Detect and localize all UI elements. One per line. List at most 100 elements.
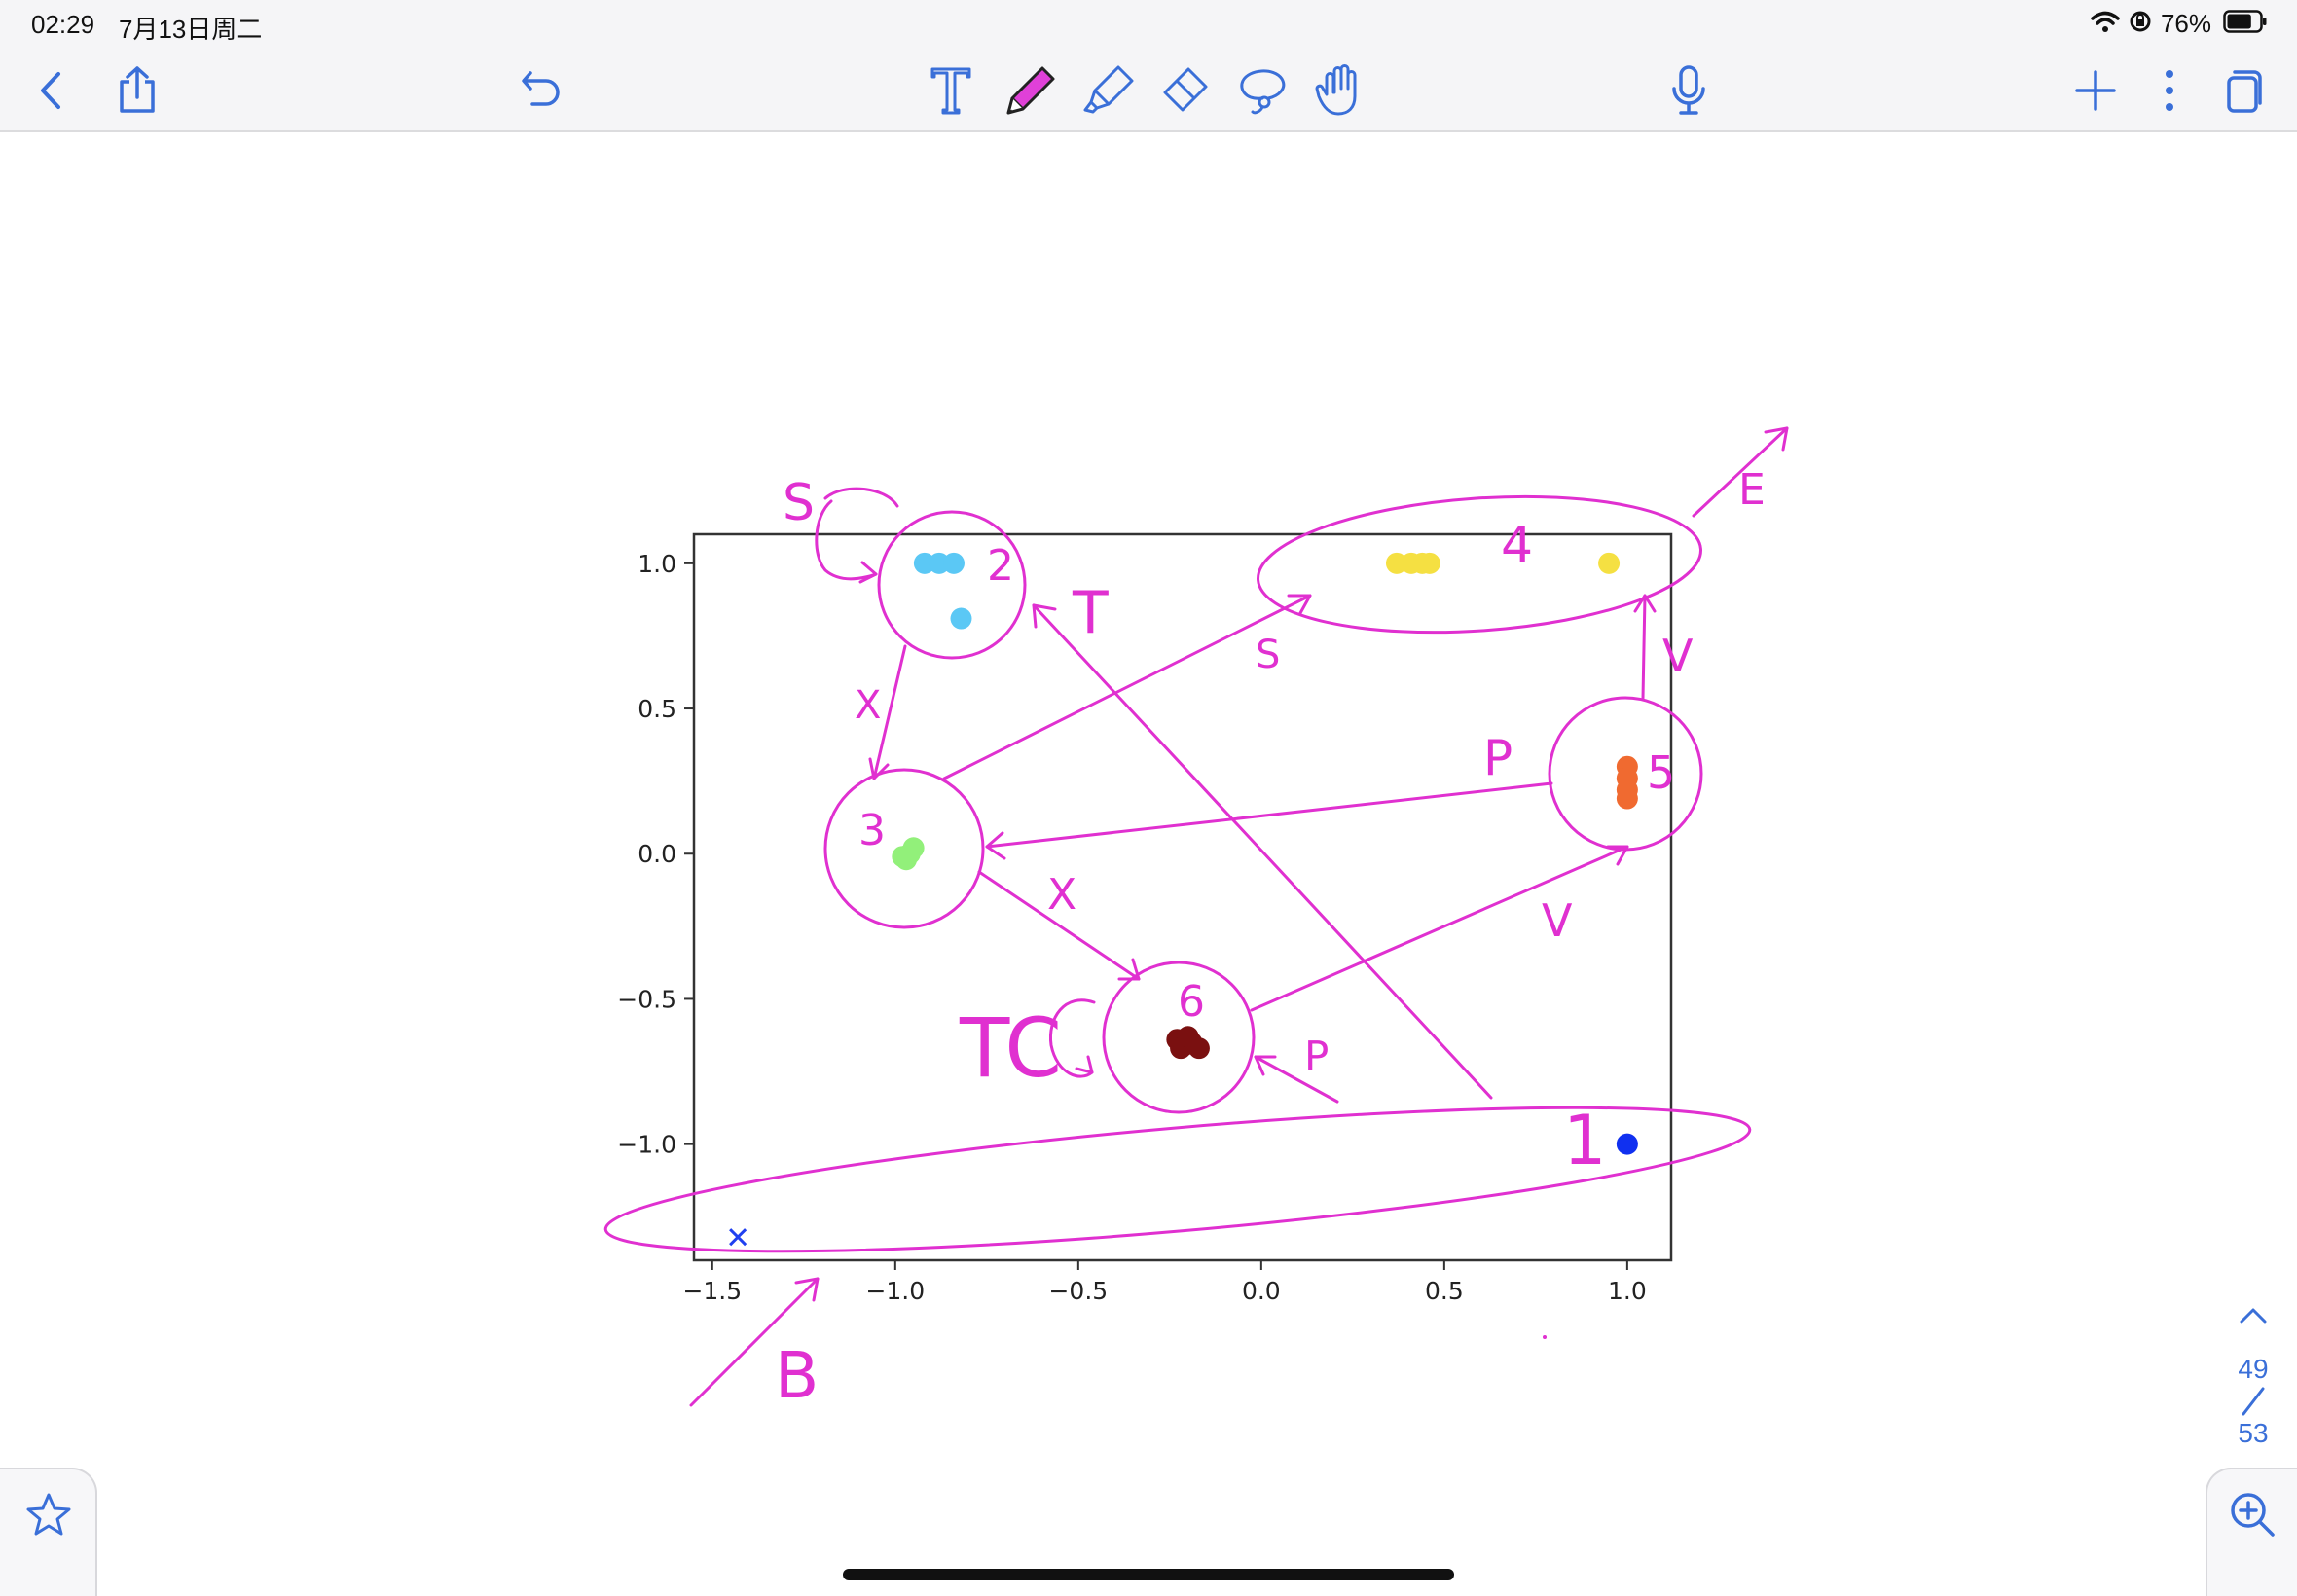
x-tick-label: −1.5 (682, 1277, 742, 1305)
ink-arrowhead (1606, 845, 1629, 866)
ink-label-p-1-6: P (1304, 1033, 1329, 1080)
page-up-icon[interactable] (2224, 1291, 2282, 1340)
ink-arrow-2-to-3 (872, 644, 907, 780)
x-tick-label: 0.0 (1242, 1277, 1281, 1305)
x-tick-label: 0.5 (1425, 1277, 1464, 1305)
add-icon[interactable] (2061, 56, 2130, 125)
hand-tool-icon[interactable] (1304, 56, 1372, 125)
battery-icon (2223, 9, 2268, 38)
x-axis: −1.5 −1.0 −0.5 0.0 0.5 1.0 (682, 1260, 1647, 1305)
pen-tool-icon[interactable] (997, 56, 1065, 125)
back-icon[interactable] (18, 56, 86, 125)
ink-arrowhead (1254, 1055, 1277, 1076)
ink-label-b: B (775, 1338, 819, 1413)
ink-arrow-5-to-4 (1641, 594, 1647, 701)
ink-arrowhead (1075, 1055, 1094, 1074)
ink-arrow-5-to-3 (985, 781, 1553, 849)
data-point (1616, 1133, 1638, 1155)
ink-arrow-e (1692, 426, 1789, 518)
ink-arrowhead (1633, 594, 1657, 613)
battery-percent: 76% (2160, 8, 2211, 38)
current-page-number: 49 (2238, 1354, 2269, 1384)
ink-label-x-2-3: X (855, 683, 881, 728)
wifi-icon (2091, 10, 2120, 38)
data-point (1418, 552, 1440, 574)
data-points (729, 552, 1638, 1247)
scatter-chart: −1.5 −1.0 −0.5 0.0 0.5 1.0 1.0 0.5 0.0 −0.5 −1.0 (617, 532, 1673, 1305)
ink-arrowhead (1032, 603, 1057, 629)
ink-arrow-3-to-6 (977, 870, 1141, 981)
ink-label-tc: TC (959, 1000, 1062, 1096)
note-page-drawing: −1.5 −1.0 −0.5 0.0 0.5 1.0 1.0 0.5 0.0 −0.5 −1.0 (603, 426, 1789, 1413)
ink-dot (1543, 1335, 1547, 1339)
ink-arrow-3-to-4 (942, 594, 1312, 780)
y-tick-label: 1.0 (638, 550, 676, 578)
ink-arrowhead (1287, 594, 1312, 615)
text-tool-icon[interactable] (917, 56, 985, 125)
ink-arrowhead (985, 831, 1006, 860)
star-icon[interactable] (19, 1485, 78, 1543)
ink-label-cluster-2: 2 (987, 541, 1014, 591)
x-tick-label: 1.0 (1608, 1277, 1647, 1305)
ink-ellipse-cluster-1 (603, 1106, 1752, 1253)
pages-icon[interactable] (2209, 56, 2278, 125)
ink-label-s-3-4: S (1256, 633, 1280, 677)
ink-annotations (603, 426, 1789, 1407)
ink-arrowhead (868, 757, 890, 780)
ink-arrowhead (794, 1277, 820, 1302)
ink-circle-cluster-2 (877, 510, 1027, 660)
zoom-in-icon[interactable] (2223, 1485, 2281, 1543)
data-point (895, 849, 918, 871)
page-navigator: 49 53 (2219, 1291, 2287, 1525)
data-point (950, 607, 972, 630)
y-tick-label: −0.5 (617, 985, 676, 1013)
data-point (1598, 552, 1621, 574)
status-time: 02:29 (31, 10, 95, 39)
ink-labels: 1 2 3 4 5 6 S T X S P V X V TC P E B (775, 465, 1766, 1413)
y-tick-label: −1.0 (617, 1131, 676, 1159)
toolbar (0, 47, 2297, 132)
ink-arrowhead (1764, 426, 1789, 452)
y-axis: 1.0 0.5 0.0 −0.5 −1.0 (617, 550, 694, 1159)
more-icon[interactable] (2135, 56, 2204, 125)
ink-arrow-1-to-6 (1254, 1055, 1339, 1104)
note-canvas[interactable]: −1.5 −1.0 −0.5 0.0 0.5 1.0 1.0 0.5 0.0 −0.5 −1.0 (0, 133, 2297, 1596)
favorites-panel (0, 1468, 97, 1596)
ink-label-t: T (1072, 579, 1109, 647)
data-point (1177, 1026, 1199, 1048)
highlighter-tool-icon[interactable] (1075, 56, 1143, 125)
ink-label-x-3-6: X (1047, 870, 1076, 920)
data-point (942, 552, 965, 574)
x-tick-label: −0.5 (1048, 1277, 1108, 1305)
orientation-lock-icon (2128, 9, 2153, 39)
ink-arrow-6-to-5 (1250, 845, 1629, 1012)
page-slash-icon (2242, 1387, 2265, 1416)
undo-icon[interactable] (508, 56, 576, 125)
y-tick-label: 0.0 (638, 840, 676, 868)
status-right: 76% (2091, 8, 2268, 39)
x-tick-label: −1.0 (865, 1277, 925, 1305)
ink-arrow-b (689, 1277, 820, 1407)
lasso-tool-icon[interactable] (1228, 56, 1296, 125)
plot-frame (692, 532, 1673, 1262)
data-point (1616, 787, 1638, 810)
status-date: 7月13日周二 (119, 15, 263, 44)
zoom-panel (2206, 1468, 2297, 1596)
data-point (928, 552, 950, 574)
total-page-number: 53 (2238, 1418, 2269, 1448)
ink-loop-tc (1048, 998, 1096, 1078)
ink-circle-cluster-3 (823, 768, 985, 929)
microphone-icon[interactable] (1655, 56, 1723, 125)
ink-label-cluster-4: 4 (1501, 517, 1533, 575)
eraser-tool-icon[interactable] (1150, 56, 1219, 125)
ink-label-v-6-5: V (1542, 894, 1573, 947)
data-point (913, 552, 935, 574)
y-tick-label: 0.5 (638, 695, 676, 723)
ink-arrow-1-to-2 (1032, 603, 1493, 1100)
ink-arrowhead (858, 561, 878, 584)
ink-label-cluster-1: 1 (1563, 1101, 1607, 1180)
share-icon[interactable] (103, 56, 171, 125)
ink-loop-s-top (823, 487, 899, 508)
home-indicator[interactable] (843, 1569, 1454, 1580)
